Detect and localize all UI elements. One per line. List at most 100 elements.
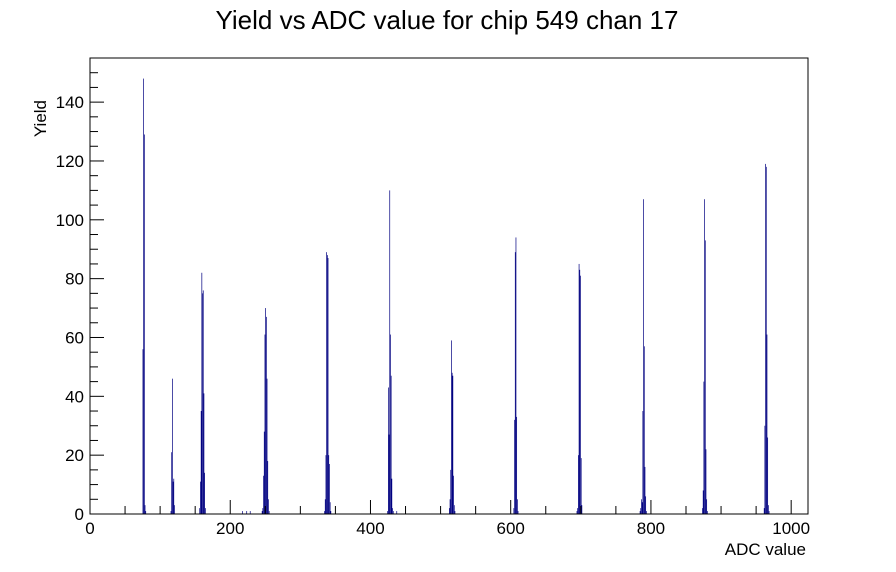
histogram-bar (763, 508, 765, 514)
x-tick-label: 1000 (772, 519, 810, 538)
histogram-bar (325, 455, 327, 514)
histogram-bar (327, 255, 328, 515)
histogram-bar (706, 499, 708, 514)
histogram-bar (267, 461, 269, 514)
histogram-bar (249, 511, 251, 514)
histogram-bar (704, 199, 705, 514)
histogram-bar (642, 411, 644, 514)
histogram-bar (324, 511, 325, 514)
x-tick-label: 800 (637, 519, 665, 538)
histogram-bar (170, 511, 172, 514)
histogram-bar (580, 458, 582, 514)
histogram-bar (389, 190, 391, 514)
histogram-bar (143, 134, 145, 515)
histogram-bar (329, 502, 331, 514)
histogram-bar (453, 505, 455, 514)
plot-frame (89, 57, 809, 515)
histogram-bar (262, 508, 264, 514)
histogram-bar (764, 425, 766, 514)
histogram-bar (452, 375, 454, 514)
histogram-bar (172, 481, 174, 514)
histogram-bar (514, 419, 515, 514)
histogram-bar (449, 508, 450, 514)
histogram-bar (174, 505, 175, 514)
x-tick-label: 0 (85, 519, 94, 538)
histogram-bar (329, 463, 330, 514)
histogram-bar (327, 258, 329, 514)
histogram-bar (580, 275, 581, 514)
histogram-bar (390, 375, 392, 514)
y-axis-label: Yield (31, 100, 50, 137)
histogram-bar (644, 466, 646, 514)
histogram-bar (202, 293, 203, 514)
histogram-bar (264, 334, 266, 514)
x-tick-label: 200 (216, 519, 244, 538)
y-tick-label: 100 (56, 211, 84, 230)
histogram-bar (265, 316, 267, 514)
histogram-bar (451, 340, 452, 514)
histogram-bar (199, 508, 201, 514)
histogram-bar (449, 499, 451, 514)
histogram-bar (579, 269, 581, 514)
histogram-bar (702, 508, 703, 514)
y-tick-label: 40 (65, 387, 84, 406)
histogram-bar (707, 511, 708, 514)
histogram-bar (326, 252, 327, 515)
histogram-bar (577, 508, 579, 514)
histogram-bar (265, 308, 266, 514)
histogram-bar (705, 449, 707, 514)
histogram-bar (330, 511, 332, 514)
histogram-bar (640, 508, 642, 514)
histogram-bar (204, 472, 205, 514)
histogram-bar (703, 381, 705, 514)
histogram-bar (639, 511, 641, 514)
x-tick-label: 600 (497, 519, 525, 538)
y-tick-label: 60 (65, 328, 84, 347)
histogram-bar (392, 511, 394, 514)
histogram-bar (388, 387, 389, 514)
histogram-bar (172, 378, 173, 514)
histogram-bar (517, 511, 519, 514)
histogram-bar (204, 508, 206, 514)
histogram-bar (200, 411, 202, 514)
histogram-bar (388, 434, 390, 514)
histogram-bar (392, 508, 393, 514)
histogram-bar (453, 475, 454, 514)
histogram-bar (261, 511, 263, 514)
histogram-bar (702, 490, 704, 514)
histogram-bar (450, 469, 452, 514)
histogram-bar (768, 505, 769, 514)
histogram-bar (201, 272, 203, 514)
histogram-bar (171, 452, 173, 514)
histogram-bar (516, 416, 518, 514)
histogram-bar (645, 496, 647, 514)
histogram-bar (513, 508, 515, 514)
histogram-bar (144, 505, 146, 514)
histogram-bar (202, 290, 204, 514)
y-axis-ticks: 0 20 40 60 80 100 120 140 (56, 57, 104, 524)
y-tick-label: 0 (75, 505, 84, 524)
histogram-bar (765, 166, 767, 514)
histogram-bar (578, 455, 579, 514)
histogram-bar (143, 78, 144, 514)
histogram-bar (704, 240, 706, 514)
chart-title: Yield vs ADC value for chip 549 chan 17 (216, 5, 679, 35)
histogram-bar (767, 437, 769, 514)
histogram-bar (517, 499, 518, 514)
histogram-bar (200, 481, 201, 514)
histogram-bar (641, 499, 642, 514)
x-tick-label: 400 (356, 519, 384, 538)
histogram-bar (246, 511, 248, 514)
histogram-bar (263, 475, 264, 514)
histogram-bars (142, 78, 770, 515)
histogram-bar (768, 511, 770, 514)
histogram-bar (641, 502, 643, 514)
histogram-bar (390, 334, 391, 514)
histogram-bar (515, 237, 517, 514)
histogram-bar (203, 393, 205, 514)
histogram-bar (324, 499, 326, 514)
histogram-bar (451, 372, 453, 514)
histogram-bar (145, 511, 147, 514)
